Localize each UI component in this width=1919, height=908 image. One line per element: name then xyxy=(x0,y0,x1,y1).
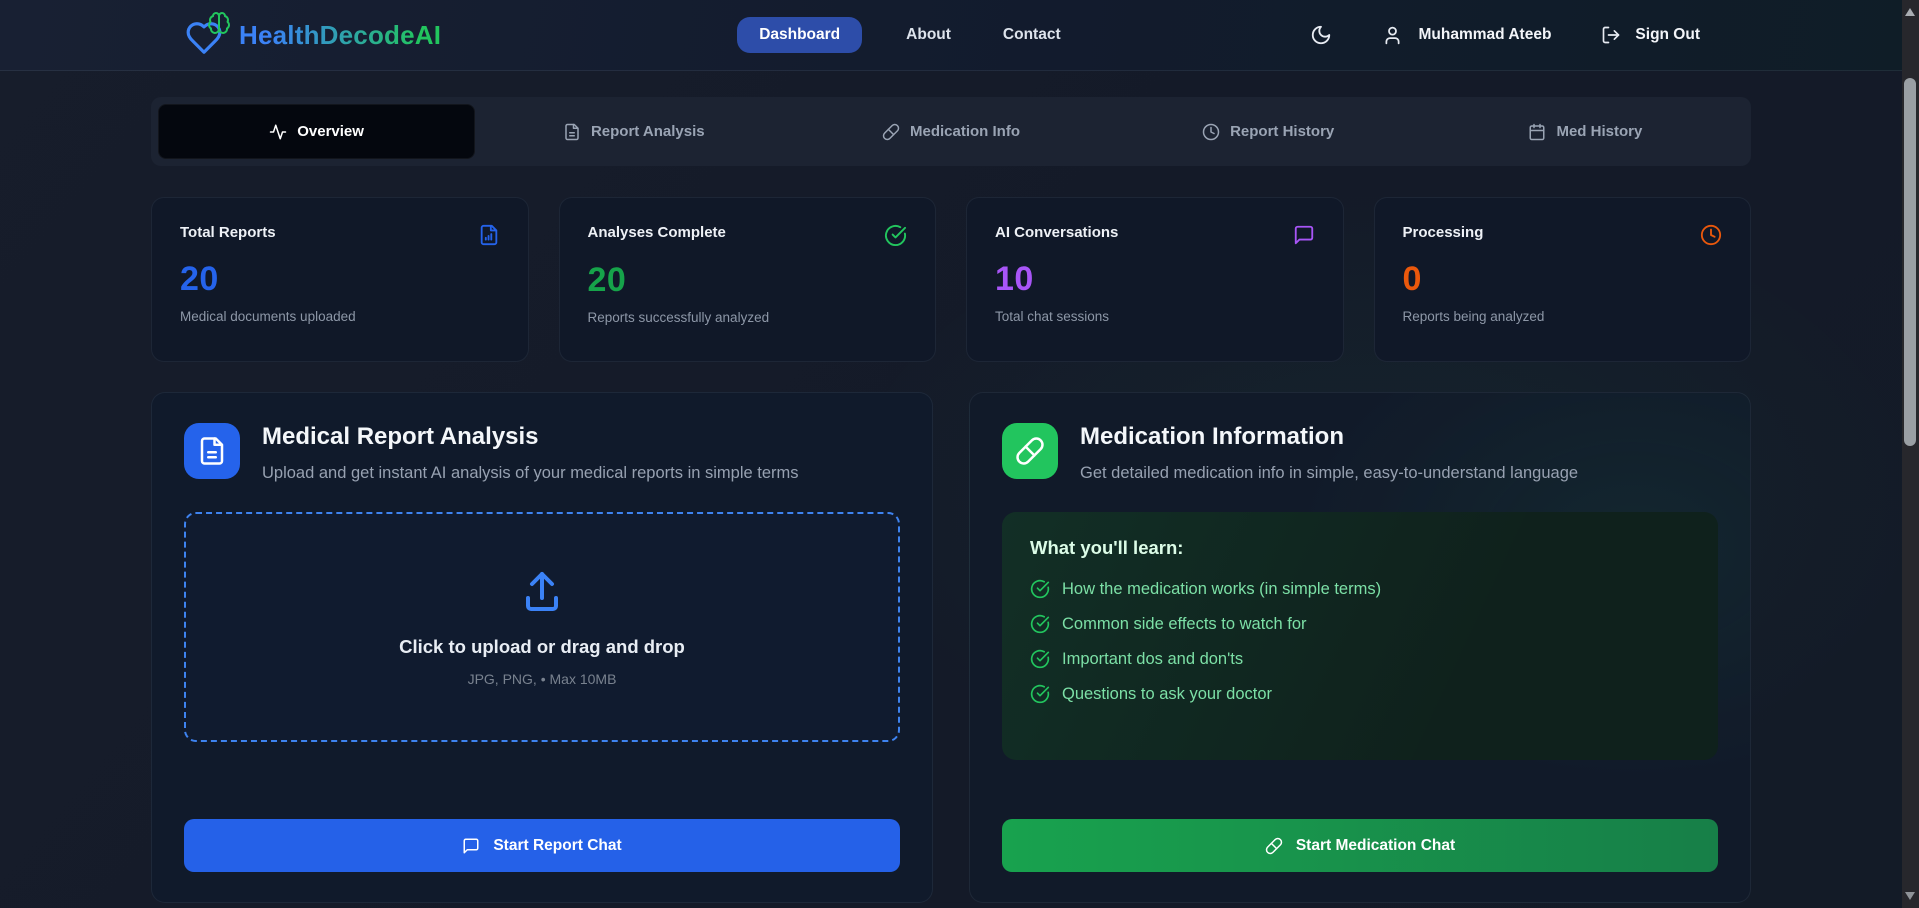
medical-report-analysis-card: Medical Report Analysis Upload and get i… xyxy=(151,392,933,903)
stat-description: Total chat sessions xyxy=(995,309,1110,324)
upload-icon xyxy=(518,568,566,616)
activity-icon xyxy=(269,123,287,141)
calendar-icon xyxy=(1528,123,1546,141)
learn-item: Common side effects to watch for xyxy=(1030,614,1690,634)
learn-item: How the medication works (in simple term… xyxy=(1030,579,1690,599)
logout-icon xyxy=(1601,25,1621,45)
check-circle-icon xyxy=(1030,684,1050,704)
check-circle-icon xyxy=(1030,614,1050,634)
sign-out-button[interactable]: Sign Out xyxy=(1601,25,1700,45)
pill-icon xyxy=(1002,423,1058,479)
stat-value: 20 xyxy=(180,260,219,298)
card-subtitle: Upload and get instant AI analysis of yo… xyxy=(262,464,799,482)
message-square-icon xyxy=(1293,224,1315,246)
tab-report-analysis[interactable]: Report Analysis xyxy=(475,104,792,159)
learn-item-text: Questions to ask your doctor xyxy=(1062,684,1273,703)
dashboard-tabbar: Overview Report Analysis Medication Info… xyxy=(151,97,1751,166)
brand-logo: HealthDecodeAI xyxy=(185,12,442,57)
card-subtitle: Get detailed medication info in simple, … xyxy=(1080,464,1579,482)
user-icon xyxy=(1382,25,1403,46)
tab-medication-info[interactable]: Medication Info xyxy=(792,104,1109,159)
stats-row: Total Reports 20 Medical documents uploa… xyxy=(151,197,1751,362)
scroll-down-arrow-icon[interactable] xyxy=(1905,892,1915,900)
stat-value: 10 xyxy=(995,260,1034,298)
tab-med-history[interactable]: Med History xyxy=(1427,104,1744,159)
stat-card-analyses-complete: Analyses Complete 20 Reports successfull… xyxy=(558,197,936,362)
nav-link-contact[interactable]: Contact xyxy=(1002,26,1061,43)
sign-out-label: Sign Out xyxy=(1635,26,1700,43)
top-navbar: HealthDecodeAI Dashboard About Contact M… xyxy=(0,0,1919,71)
upload-hint: JPG, PNG, • Max 10MB xyxy=(467,670,617,687)
stat-label: Processing xyxy=(1402,224,1484,241)
heart-brain-icon xyxy=(185,12,230,57)
feature-cards-row: Medical Report Analysis Upload and get i… xyxy=(151,392,1751,903)
nav-link-dashboard[interactable]: Dashboard xyxy=(737,17,863,53)
stat-label: AI Conversations xyxy=(995,224,1119,241)
learn-item: Questions to ask your doctor xyxy=(1030,684,1690,704)
user-name: Muhammad Ateeb xyxy=(1418,26,1552,43)
file-chart-icon xyxy=(478,224,500,246)
user-menu[interactable]: Muhammad Ateeb xyxy=(1382,25,1552,46)
tab-label: Report Analysis xyxy=(590,123,705,140)
check-circle-icon xyxy=(884,224,907,247)
upload-title: Click to upload or drag and drop xyxy=(399,635,685,657)
button-label: Start Report Chat xyxy=(493,836,622,854)
vertical-scrollbar[interactable] xyxy=(1902,0,1919,908)
moon-icon xyxy=(1310,24,1332,46)
main-nav: Dashboard About Contact xyxy=(737,17,1068,53)
button-label: Start Medication Chat xyxy=(1295,836,1456,854)
tab-overview[interactable]: Overview xyxy=(158,104,476,159)
page-body: Overview Report Analysis Medication Info… xyxy=(0,97,1902,903)
stat-label: Total Reports xyxy=(180,224,276,241)
upload-dropzone[interactable]: Click to upload or drag and drop JPG, PN… xyxy=(184,512,900,743)
stat-description: Reports successfully analyzed xyxy=(587,310,770,325)
what-you-learn-box: What you'll learn: How the medication wo… xyxy=(1002,512,1718,761)
stat-description: Medical documents uploaded xyxy=(180,309,356,324)
tab-report-history[interactable]: Report History xyxy=(1110,104,1427,159)
medication-information-card: Medication Information Get detailed medi… xyxy=(969,392,1751,903)
check-circle-icon xyxy=(1030,649,1050,669)
card-title: Medical Report Analysis xyxy=(262,423,539,450)
nav-link-about[interactable]: About xyxy=(906,26,951,43)
stat-card-processing: Processing 0 Reports being analyzed xyxy=(1373,197,1751,362)
scrollbar-thumb[interactable] xyxy=(1904,78,1916,446)
start-medication-chat-button[interactable]: Start Medication Chat xyxy=(1002,819,1718,872)
stat-description: Reports being analyzed xyxy=(1402,309,1545,324)
tab-label: Report History xyxy=(1230,123,1335,140)
theme-toggle-button[interactable] xyxy=(1310,24,1332,46)
nav-right-group: Muhammad Ateeb Sign Out xyxy=(1310,24,1700,46)
scroll-up-arrow-icon[interactable] xyxy=(1905,8,1915,16)
tab-label: Med History xyxy=(1556,123,1643,140)
stat-value: 20 xyxy=(587,261,627,299)
learn-item-text: Important dos and don'ts xyxy=(1062,649,1244,668)
pill-icon xyxy=(882,123,900,141)
file-text-icon xyxy=(563,123,581,141)
file-text-icon xyxy=(184,423,240,479)
clock-icon xyxy=(1202,123,1220,141)
learn-item: Important dos and don'ts xyxy=(1030,649,1690,669)
learn-box-title: What you'll learn: xyxy=(1030,537,1184,559)
clock-icon xyxy=(1700,224,1722,246)
brand-name: HealthDecodeAI xyxy=(239,19,442,50)
check-circle-icon xyxy=(1030,579,1050,599)
tab-label: Overview xyxy=(297,123,364,140)
stat-card-total-reports: Total Reports 20 Medical documents uploa… xyxy=(151,197,529,362)
start-report-chat-button[interactable]: Start Report Chat xyxy=(184,819,900,872)
card-title: Medication Information xyxy=(1080,423,1344,450)
learn-item-text: How the medication works (in simple term… xyxy=(1062,579,1382,598)
learn-item-text: Common side effects to watch for xyxy=(1062,614,1307,633)
stat-card-ai-conversations: AI Conversations 10 Total chat sessions xyxy=(966,197,1344,362)
message-square-icon xyxy=(462,837,480,855)
stat-label: Analyses Complete xyxy=(587,224,726,241)
tab-label: Medication Info xyxy=(909,123,1020,140)
stat-value: 0 xyxy=(1402,260,1422,298)
pill-icon xyxy=(1265,837,1283,855)
